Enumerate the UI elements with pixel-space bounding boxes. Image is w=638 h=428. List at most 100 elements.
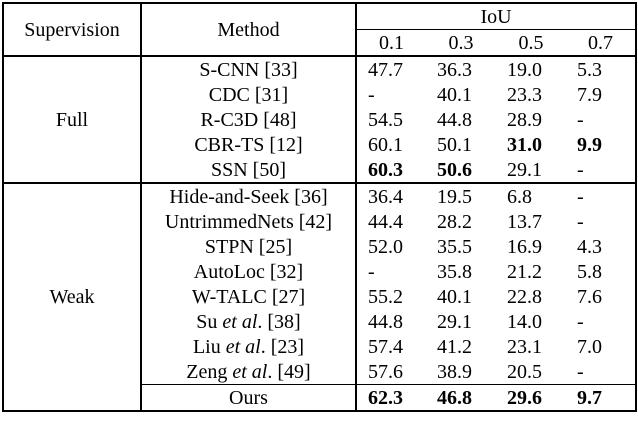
table-row: Ours 62.3 46.8 29.6 9.7 xyxy=(3,384,637,411)
method-cell: Ours xyxy=(141,384,357,411)
value-cell: 16.9 xyxy=(507,235,542,258)
iou-threshold: 0.7 xyxy=(566,29,637,57)
method-name-etal: et al xyxy=(232,360,268,383)
value-cell: 36.4 xyxy=(368,185,403,208)
value-cell: 22.8 xyxy=(507,285,542,308)
header-row-2: 0.1 0.3 0.5 0.7 xyxy=(3,29,637,57)
method-cell: CDC [31] xyxy=(141,82,357,107)
value-cell: 5.8 xyxy=(577,260,602,283)
value-cell: 7.9 xyxy=(577,83,602,106)
method-name-prefix: Zeng xyxy=(186,360,233,383)
value-cell: 40.1 xyxy=(437,285,472,308)
value-cell: 19.5 xyxy=(437,185,472,208)
table-row: Su et al. [38] 44.8 29.1 14.0 - xyxy=(3,309,636,334)
method-cell: SSN [50] xyxy=(141,157,357,184)
supervision-group-label: Weak xyxy=(3,183,142,411)
value-cell: - xyxy=(368,83,375,106)
value-cell: - xyxy=(577,360,584,383)
value-cell: 28.2 xyxy=(437,210,472,233)
results-table: Supervision Method IoU 0.1 0.3 0.5 0.7 F… xyxy=(2,2,638,412)
value-cell: 40.1 xyxy=(437,83,472,106)
value-cell: 29.6 xyxy=(496,384,566,411)
value-cell: 29.1 xyxy=(496,157,566,184)
table-row: Full S-CNN [33] 47.7 36.3 19.0 5.3 xyxy=(3,56,636,184)
value-cell: 28.9 xyxy=(507,108,542,131)
value-cell: 62.3 xyxy=(356,384,426,411)
value-cell: 21.2 xyxy=(507,260,542,283)
value-cell: 41.2 xyxy=(437,335,472,358)
table-row: SSN [50] 60.3 50.6 29.1 - xyxy=(3,157,637,184)
iou-threshold: 0.5 xyxy=(496,29,566,57)
method-cell: Su et al. [38] xyxy=(141,309,357,334)
value-cell: 13.7 xyxy=(507,210,542,233)
method-cell: UntrimmedNets [42] xyxy=(141,209,357,234)
value-cell: - xyxy=(577,185,584,208)
value-cell: 29.1 xyxy=(437,310,472,333)
value-cell: 9.7 xyxy=(566,384,637,411)
value-cell: 55.2 xyxy=(368,285,403,308)
value-cell: 5.3 xyxy=(577,58,602,81)
value-cell: - xyxy=(577,108,584,131)
table-row: STPN [25] 52.0 35.5 16.9 4.3 xyxy=(3,234,636,259)
iou-threshold: 0.3 xyxy=(426,29,496,57)
method-cell: Liu et al. [23] xyxy=(141,334,357,359)
method-name-prefix: Su xyxy=(196,310,223,333)
value-cell: 35.8 xyxy=(437,260,472,283)
method-name-suffix: . [23] xyxy=(260,335,305,358)
value-cell: 31.0 xyxy=(507,133,542,156)
method-cell: Zeng et al. [49] xyxy=(141,359,357,385)
table-row: Weak Hide-and-Seek [36] 36.4 19.5 6.8 - xyxy=(3,183,636,411)
table-row: R-C3D [48] 54.5 44.8 28.9 - xyxy=(3,107,636,132)
value-cell: 7.6 xyxy=(577,285,602,308)
value-cell: 23.3 xyxy=(507,83,542,106)
value-cell: 7.0 xyxy=(577,335,602,358)
method-cell: AutoLoc [32] xyxy=(141,259,357,284)
value-cell: 9.9 xyxy=(577,133,602,156)
value-cell: 47.7 xyxy=(368,58,403,81)
value-cell: - xyxy=(368,260,375,283)
method-cell: Hide-and-Seek [36] xyxy=(141,183,357,209)
value-cell: 36.3 xyxy=(437,58,472,81)
value-cell: 35.5 xyxy=(437,235,472,258)
value-cell: 19.0 xyxy=(507,58,542,81)
value-cell: 50.1 xyxy=(437,133,472,156)
method-name-prefix: Liu xyxy=(192,335,226,358)
method-name-suffix: . [49] xyxy=(267,360,311,383)
value-cell: 44.4 xyxy=(368,210,403,233)
table-row: UntrimmedNets [42] 44.4 28.2 13.7 - xyxy=(3,209,636,234)
value-cell: 50.6 xyxy=(426,157,496,184)
header-row-1: Supervision Method IoU xyxy=(3,3,637,57)
value-cell: 44.8 xyxy=(437,108,472,131)
table-row: Zeng et al. [49] 57.6 38.9 20.5 - xyxy=(3,359,636,385)
value-cell: 57.4 xyxy=(368,335,403,358)
value-cell: 54.5 xyxy=(368,108,403,131)
value-cell: 23.1 xyxy=(507,335,542,358)
value-cell: 60.3 xyxy=(356,157,426,184)
iou-threshold: 0.1 xyxy=(356,29,426,57)
method-cell: R-C3D [48] xyxy=(141,107,357,132)
table-row: CDC [31] - 40.1 23.3 7.9 xyxy=(3,82,636,107)
method-name-etal: et al xyxy=(222,310,258,333)
method-name-etal: et al xyxy=(225,335,261,358)
method-cell: S-CNN [33] xyxy=(141,56,357,82)
value-cell: 52.0 xyxy=(368,235,403,258)
supervision-column-header: Supervision xyxy=(3,3,142,57)
value-cell: 14.0 xyxy=(507,310,542,333)
value-cell: 46.8 xyxy=(426,384,496,411)
value-cell: 57.6 xyxy=(368,360,403,383)
value-cell: - xyxy=(577,310,584,333)
method-name-suffix: . [38] xyxy=(257,310,301,333)
table-row: CBR-TS [12] 60.1 50.1 31.0 9.9 xyxy=(3,132,636,157)
method-cell: CBR-TS [12] xyxy=(141,132,357,157)
value-cell: 20.5 xyxy=(507,360,542,383)
value-cell: 44.8 xyxy=(368,310,403,333)
value-cell: 60.1 xyxy=(368,133,403,156)
table-row: Liu et al. [23] 57.4 41.2 23.1 7.0 xyxy=(3,334,636,359)
value-cell: 38.9 xyxy=(437,360,472,383)
method-cell: W-TALC [27] xyxy=(141,284,357,309)
value-cell: 4.3 xyxy=(577,235,602,258)
value-cell: 6.8 xyxy=(507,185,532,208)
table-row: AutoLoc [32] - 35.8 21.2 5.8 xyxy=(3,259,636,284)
method-column-header: Method xyxy=(141,3,357,57)
